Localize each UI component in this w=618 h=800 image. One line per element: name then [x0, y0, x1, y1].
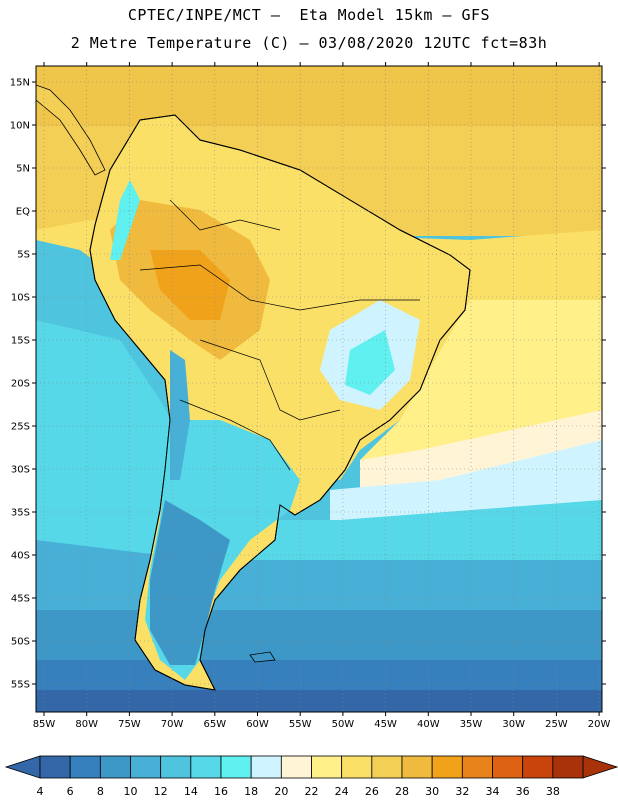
lat-label: 45S: [11, 594, 30, 605]
colorbar-swatch: [130, 755, 162, 779]
colorbar-label: 8: [97, 785, 104, 798]
colorbar-swatch: [250, 755, 282, 779]
colorbar-swatch: [280, 755, 312, 779]
colorbar-label: 16: [214, 785, 228, 798]
colorbar-swatch: [99, 755, 131, 779]
lat-label: 50S: [11, 637, 30, 648]
colorbar-label: 24: [335, 785, 349, 798]
colorbar-label: 22: [305, 785, 319, 798]
lon-label: 50W: [332, 719, 355, 730]
colorbar-swatch: [371, 755, 403, 779]
lat-label: 40S: [11, 551, 30, 562]
lat-label: 25S: [11, 422, 30, 433]
lon-label: 25W: [545, 719, 568, 730]
colorbar-label: 26: [365, 785, 379, 798]
lon-label: 80W: [75, 719, 98, 730]
colorbar-swatch: [492, 755, 524, 779]
lat-label: 20S: [11, 379, 30, 390]
colorbar-label: 20: [274, 785, 288, 798]
lon-label: 35W: [460, 719, 483, 730]
central-america: [36, 84, 106, 176]
colorbar-swatch: [69, 755, 101, 779]
colorbar-swatch: [39, 755, 71, 779]
colorbar-low-arrow: [4, 755, 41, 779]
lat-label: 30S: [11, 465, 30, 476]
lat-label: 5N: [16, 164, 30, 175]
colorbar-label: 18: [244, 785, 258, 798]
colorbar-label: 12: [154, 785, 168, 798]
lon-label: 55W: [289, 719, 312, 730]
map-subtitle: 2 Metre Temperature (C) – 03/08/2020 12U…: [70, 34, 548, 52]
colorbar-swatch: [401, 755, 433, 779]
map-frame: [35, 65, 603, 713]
colorbar-label: 32: [455, 785, 469, 798]
colorbar-label: 6: [67, 785, 74, 798]
lon-label: 20W: [588, 719, 611, 730]
colorbar-swatch: [220, 755, 252, 779]
axis-ticks: 15N 10N 5N EQ 5S 10S 15S 20S 25S 30S 35S 40S 45S 50S 5…: [10, 62, 611, 730]
colorbar: 4 6 8 10 12 14 16 18 20 22 24 26 28 30 32 34 36 38: [4, 755, 618, 798]
lat-label: 15N: [10, 78, 30, 89]
colorbar-label: 4: [37, 785, 44, 798]
colorbar-swatch: [461, 755, 493, 779]
colorbar-label: 36: [516, 785, 530, 798]
lat-label: 35S: [11, 508, 30, 519]
colorbar-swatch: [190, 755, 222, 779]
falkland-islands: [249, 651, 276, 663]
lon-label: 40W: [417, 719, 440, 730]
continent-south-america: [89, 114, 471, 691]
colorbar-swatch: [522, 755, 554, 779]
colorbar-label: 38: [546, 785, 560, 798]
colorbar-label: 34: [486, 785, 500, 798]
colorbar-high-arrow: [582, 755, 618, 779]
colorbar-swatch: [341, 755, 373, 779]
lon-label: 75W: [118, 719, 141, 730]
lon-label: 45W: [374, 719, 397, 730]
lon-label: 60W: [246, 719, 269, 730]
lon-label: 70W: [161, 719, 184, 730]
colorbar-swatch: [552, 755, 584, 779]
colorbar-swatch: [431, 755, 463, 779]
lat-label: 10N: [10, 121, 30, 132]
lon-label: 30W: [502, 719, 525, 730]
colorbar-label: 10: [124, 785, 138, 798]
lat-label: 55S: [11, 680, 30, 691]
lat-label: 5S: [17, 250, 30, 261]
colorbar-label: 28: [395, 785, 409, 798]
colorbar-swatch: [160, 755, 192, 779]
lat-label: 10S: [11, 293, 30, 304]
lat-label: 15S: [11, 336, 30, 347]
lon-label: 65W: [203, 719, 226, 730]
colorbar-label: 14: [184, 785, 198, 798]
lon-label: 85W: [33, 719, 56, 730]
temperature-field: [36, 66, 602, 712]
colorbar-swatch: [311, 755, 343, 779]
colorbar-label: 30: [425, 785, 439, 798]
map-title: CPTEC/INPE/MCT – Eta Model 15km – GFS: [127, 6, 491, 24]
lat-label: EQ: [16, 207, 30, 218]
